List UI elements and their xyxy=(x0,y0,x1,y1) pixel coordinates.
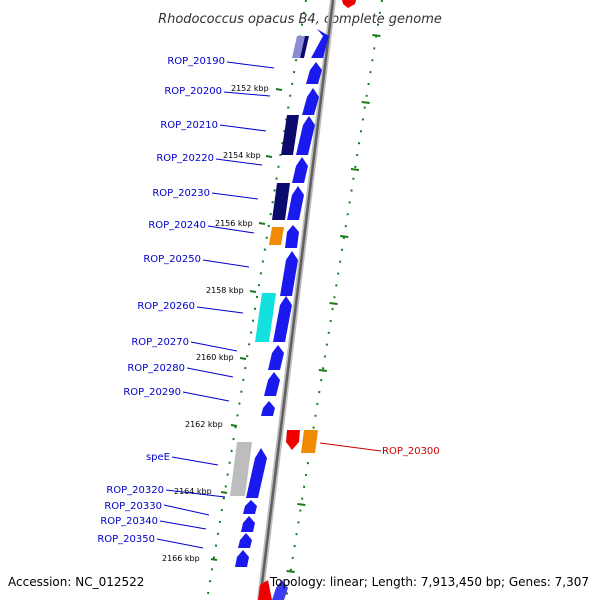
gene-label[interactable]: ROP_20210 xyxy=(160,120,218,131)
gene-arrow-partial[interactable] xyxy=(272,580,288,600)
gene-arrow[interactable] xyxy=(302,88,319,115)
label-leaders xyxy=(156,61,275,549)
gene-label[interactable]: ROP_20260 xyxy=(137,301,195,312)
gene-block-cyan[interactable] xyxy=(255,293,276,342)
gene-label[interactable]: speE xyxy=(146,452,170,463)
gene-block-gray[interactable] xyxy=(230,442,252,496)
scale-tick-left xyxy=(275,88,283,91)
scale-tick-left xyxy=(230,424,238,427)
accession-text: Accession: NC_012522 xyxy=(8,575,144,589)
label-leader-line xyxy=(182,391,230,402)
gene-label[interactable]: ROP_20340 xyxy=(100,516,158,527)
scale-tick-right xyxy=(286,570,295,573)
kbp-label: 2166 kbp xyxy=(162,554,200,563)
gene-label[interactable]: ROP_20350 xyxy=(97,534,155,545)
gene-block-dark[interactable] xyxy=(300,36,309,58)
label-leader-line xyxy=(171,456,219,466)
scale-tick-left xyxy=(220,491,228,494)
scale-tick-left xyxy=(210,558,218,561)
gene-label[interactable]: ROP_20230 xyxy=(152,188,210,199)
label-leader-line xyxy=(223,91,271,97)
gene-arrow[interactable] xyxy=(241,516,255,532)
gene-label[interactable]: ROP_20280 xyxy=(127,363,185,374)
label-leader-line xyxy=(226,61,275,69)
kbp-label: 2164 kbp xyxy=(174,487,212,496)
label-leader-line xyxy=(159,520,207,530)
genome-title: Rhodococcus opacus B4, complete genome xyxy=(158,12,442,27)
gene-arrow-red-top[interactable] xyxy=(342,0,356,8)
gene-label-ROP_20300[interactable]: ROP_20300 xyxy=(382,446,440,457)
gene-arrow-red[interactable] xyxy=(286,430,300,450)
label-leader-line xyxy=(219,124,267,132)
gene-block-dark[interactable] xyxy=(272,183,290,220)
label-leader-line xyxy=(207,225,255,234)
label-leader-line xyxy=(163,504,210,516)
gene-arrow[interactable] xyxy=(287,186,304,220)
gene-arrow[interactable] xyxy=(238,533,252,548)
gene-arrow[interactable] xyxy=(296,116,315,155)
gene-label[interactable]: ROP_20220 xyxy=(156,153,214,164)
gene-label[interactable]: ROP_20200 xyxy=(164,86,222,97)
scale-tick-right xyxy=(372,34,381,37)
label-leader-line xyxy=(196,306,244,314)
gene-arrow[interactable] xyxy=(280,251,298,296)
kbp-label: 2160 kbp xyxy=(196,353,234,362)
label-leader-line xyxy=(186,367,234,378)
scale-tick-right xyxy=(350,168,360,171)
kbp-label: 2162 kbp xyxy=(185,420,223,429)
label-leader-line xyxy=(215,158,263,166)
scale-tick-left xyxy=(249,290,257,293)
scale-tick-right xyxy=(329,302,338,305)
gene-arrow[interactable] xyxy=(292,157,308,183)
gene-block-orange[interactable] xyxy=(301,430,318,453)
right-scale-track xyxy=(285,0,383,600)
label-leader-line xyxy=(211,192,259,200)
gene-arrow[interactable] xyxy=(243,500,257,514)
scale-tick-right xyxy=(318,369,327,372)
kbp-label: 2158 kbp xyxy=(206,286,244,295)
gene-label[interactable]: ROP_20330 xyxy=(104,501,162,512)
gene-arrow[interactable] xyxy=(306,62,322,84)
label-leader-line xyxy=(165,489,226,498)
gene-label[interactable]: ROP_20320 xyxy=(106,485,164,496)
label-leader-line xyxy=(202,259,250,268)
scale-tick-left xyxy=(239,357,247,360)
genome-backbone xyxy=(258,0,335,600)
gene-block-orange[interactable] xyxy=(269,227,284,245)
gene-arrow[interactable] xyxy=(273,296,292,342)
gene-label[interactable]: ROP_20190 xyxy=(167,56,225,67)
gene-arrow[interactable] xyxy=(268,345,284,370)
topology-text: Topology: linear; Length: 7,913,450 bp; … xyxy=(269,575,589,589)
kbp-label: 2154 kbp xyxy=(223,151,261,160)
gene-arrow[interactable] xyxy=(246,448,267,498)
gene-arrow[interactable] xyxy=(235,550,249,567)
scale-tick-left xyxy=(258,222,266,225)
gene-arrow-red-bottom[interactable] xyxy=(258,580,272,600)
gene-block-faded[interactable] xyxy=(292,36,305,58)
gene-label[interactable]: ROP_20270 xyxy=(131,337,189,348)
gene-label[interactable]: ROP_20250 xyxy=(143,254,201,265)
kbp-label: 2156 kbp xyxy=(215,219,253,228)
scale-tick-right xyxy=(340,235,349,238)
gene-arrow[interactable] xyxy=(264,372,280,396)
leader-ROP_20300 xyxy=(319,442,382,452)
gene-arrow[interactable] xyxy=(285,225,299,248)
scale-tick-right xyxy=(297,503,306,506)
gene-arrow[interactable] xyxy=(261,401,275,416)
scale-tick-left xyxy=(265,155,273,158)
gene-label[interactable]: ROP_20240 xyxy=(148,220,206,231)
label-leader-line xyxy=(190,341,238,352)
kbp-label: 2152 kbp xyxy=(231,84,269,93)
scale-tick-right xyxy=(361,101,370,104)
label-leader-line xyxy=(156,538,204,549)
gene-block-dark[interactable] xyxy=(281,115,299,155)
gene-arrow[interactable] xyxy=(311,29,329,58)
gene-label[interactable]: ROP_20290 xyxy=(123,387,181,398)
